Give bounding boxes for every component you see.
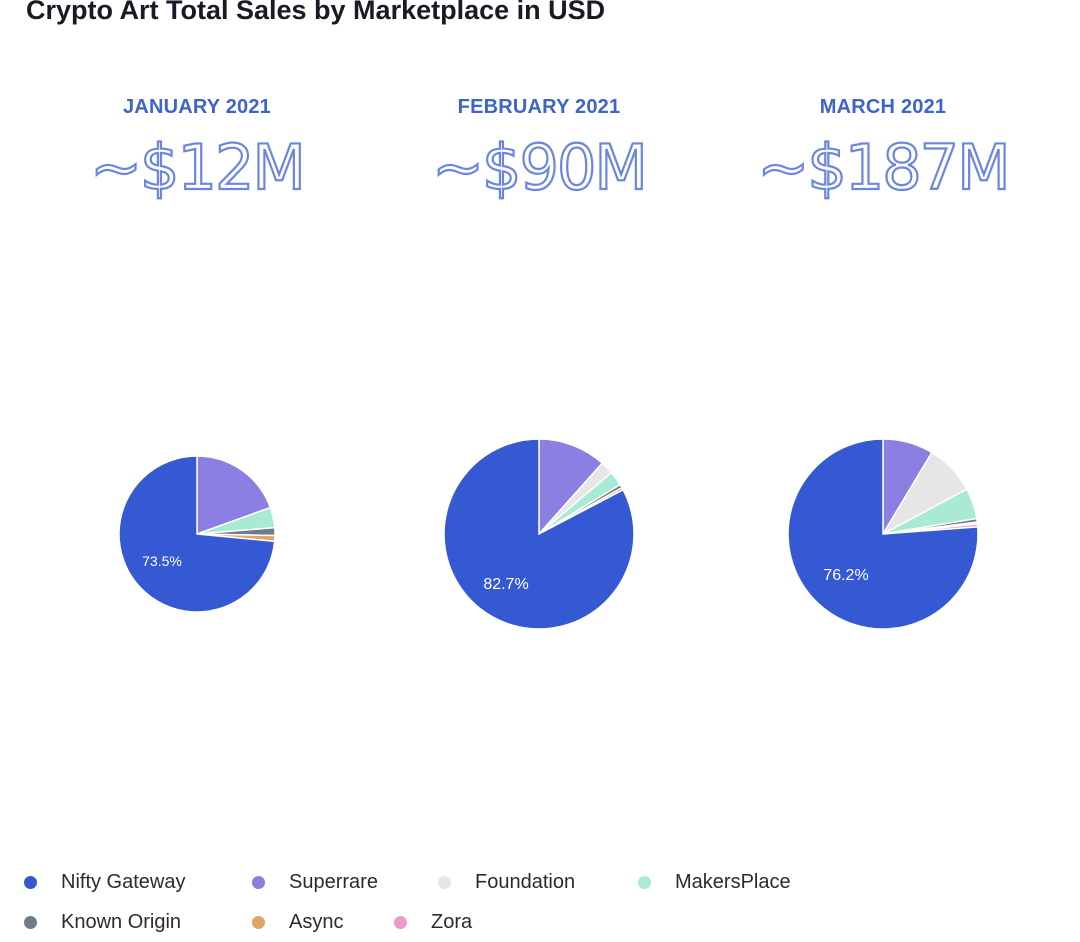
pie-data-label: 73.5% (142, 553, 182, 569)
legend-swatch (394, 915, 407, 929)
legend-swatch (24, 915, 37, 929)
month-label: JANUARY 2021 (122, 96, 272, 118)
total-value: ~$12M (90, 131, 304, 204)
legend-swatch (252, 915, 265, 929)
pie-data-label: 76.2% (823, 567, 868, 584)
pie-slice-superrare (196, 455, 272, 536)
legend-swatch (438, 875, 451, 889)
legend-row: Known Origin Async Zora (24, 902, 1064, 942)
legend-swatch (24, 875, 37, 889)
panel-march: MARCH 2021 ~$187M (713, 96, 1053, 207)
legend-item-async: Async (252, 902, 394, 942)
pie-slice-nifty-gateway (443, 438, 635, 630)
month-label: FEBRUARY 2021 (457, 96, 621, 118)
legend-item-known-origin: Known Origin (24, 902, 252, 942)
panel-january: JANUARY 2021 ~$12M (27, 96, 367, 207)
legend-label: Superrare (289, 870, 378, 893)
legend-item-zora: Zora (394, 902, 544, 942)
pie-slice-nifty-gateway (787, 438, 979, 630)
legend-item-makersplace: MakersPlace (638, 862, 858, 902)
legend-label: Async (289, 910, 344, 933)
legend-row: Nifty Gateway Superrare Foundation Maker… (24, 862, 1064, 902)
legend-label: MakersPlace (675, 870, 791, 893)
total-value-graphic: ~$187M (756, 130, 1011, 205)
legend-label: Zora (431, 910, 473, 933)
legend-item-nifty-gateway: Nifty Gateway (24, 862, 252, 902)
pie-slice-superrare (538, 438, 604, 536)
legend-label: Known Origin (61, 910, 182, 933)
legend: Nifty Gateway Superrare Foundation Maker… (24, 862, 1064, 942)
total-value-graphic: ~$12M (89, 130, 307, 205)
legend-swatch (638, 875, 651, 889)
pie-slice-nifty-gateway (118, 455, 276, 613)
legend-item-foundation: Foundation (438, 862, 638, 902)
chart-title: Crypto Art Total Sales by Marketplace in… (26, 0, 606, 25)
month-label: MARCH 2021 (819, 96, 947, 118)
pie-data-label: 82.7% (483, 576, 528, 593)
legend-item-superrare: Superrare (252, 862, 438, 902)
legend-swatch (252, 875, 265, 889)
total-value-graphic: ~$90M (431, 130, 649, 205)
legend-label: Nifty Gateway (61, 870, 186, 893)
legend-label: Foundation (475, 870, 576, 893)
panel-february: FEBRUARY 2021 ~$90M (369, 96, 709, 207)
total-value: ~$90M (432, 131, 646, 204)
total-value: ~$187M (757, 131, 1008, 204)
